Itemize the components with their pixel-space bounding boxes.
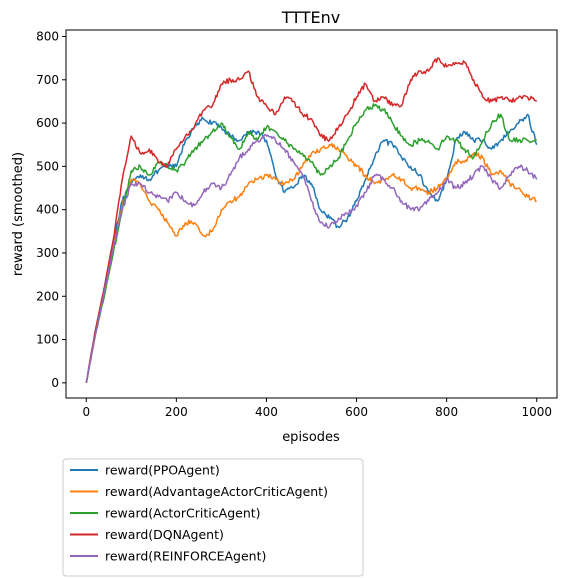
legend-label-3: reward(ActorCriticAgent): [105, 506, 261, 521]
y-tick-label: 300: [36, 246, 59, 260]
chart-title: TTTEnv: [281, 8, 340, 27]
legend-label-5: reward(REINFORCEAgent): [105, 549, 266, 564]
y-tick-label: 200: [36, 289, 59, 303]
x-tick-label: 200: [165, 405, 188, 419]
y-tick-label: 700: [36, 73, 59, 87]
y-axis-label: reward (smoothed): [11, 152, 26, 276]
legend-label-4: reward(DQNAgent): [105, 527, 224, 542]
legend-label-2: reward(AdvantageActorCriticAgent): [105, 484, 328, 499]
y-tick-label: 400: [36, 203, 59, 217]
x-tick-label: 0: [82, 405, 90, 419]
x-tick-label: 1000: [521, 405, 552, 419]
y-tick-label: 600: [36, 116, 59, 130]
y-tick-label: 800: [36, 29, 59, 43]
x-tick-label: 400: [255, 405, 278, 419]
legend: reward(PPOAgent) reward(AdvantageActorCri…: [63, 459, 363, 576]
x-tick-label: 600: [345, 405, 368, 419]
y-tick-label: 100: [36, 333, 59, 347]
x-axis-label: episodes: [282, 430, 340, 445]
x-tick-label: 800: [435, 405, 458, 419]
y-tick-label: 500: [36, 159, 59, 173]
legend-label-1: reward(PPOAgent): [105, 463, 220, 478]
y-tick-label: 0: [51, 376, 59, 390]
